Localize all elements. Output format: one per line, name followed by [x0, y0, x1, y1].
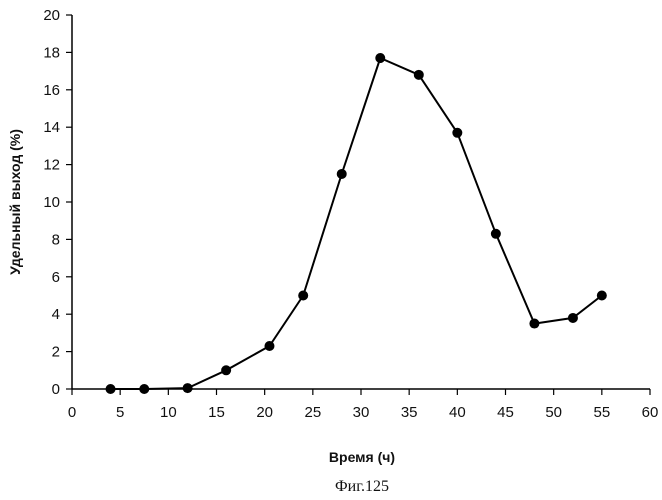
data-point [106, 384, 116, 394]
x-tick-label: 35 [401, 404, 418, 421]
x-tick-label: 5 [116, 404, 124, 421]
x-tick-label: 0 [68, 404, 76, 421]
y-tick-label: 14 [43, 119, 60, 136]
data-point [529, 319, 539, 329]
x-tick-label: 25 [304, 404, 321, 421]
x-tick-label: 45 [497, 404, 514, 421]
y-tick-label: 12 [43, 157, 60, 174]
data-point [375, 53, 385, 63]
x-axis-ticks: 0 5 10 15 20 25 30 35 40 45 50 55 60 [68, 389, 659, 421]
data-point [298, 291, 308, 301]
y-tick-label: 18 [43, 44, 60, 61]
x-tick-label: 30 [353, 404, 370, 421]
x-tick-label: 10 [160, 404, 177, 421]
data-point [337, 169, 347, 179]
x-tick-label: 40 [449, 404, 466, 421]
x-tick-label: 60 [642, 404, 659, 421]
data-point [568, 313, 578, 323]
data-point [597, 291, 607, 301]
y-tick-label: 4 [52, 306, 60, 323]
x-tick-label: 20 [256, 404, 273, 421]
x-axis-title: Время (ч) [329, 449, 395, 465]
y-axis-title: Удельный выход (%) [7, 129, 23, 275]
x-tick-label: 55 [593, 404, 610, 421]
data-point [183, 383, 193, 393]
data-point [139, 384, 149, 394]
y-tick-label: 10 [43, 194, 60, 211]
data-point [491, 229, 501, 239]
x-tick-label: 15 [208, 404, 225, 421]
y-tick-label: 0 [52, 381, 60, 398]
y-tick-label: 8 [52, 231, 60, 248]
x-tick-label: 50 [545, 404, 562, 421]
series [106, 53, 607, 394]
data-point [264, 341, 274, 351]
y-tick-label: 20 [43, 7, 60, 24]
y-tick-label: 16 [43, 82, 60, 99]
axes [72, 15, 650, 389]
series-line [111, 58, 602, 389]
data-point [452, 128, 462, 138]
figure-caption: Фиг.125 [335, 478, 389, 495]
data-point [414, 70, 424, 80]
y-tick-label: 6 [52, 269, 60, 286]
data-point [221, 365, 231, 375]
y-axis-ticks: 0 2 4 6 8 10 12 14 16 18 20 [43, 7, 72, 398]
y-tick-label: 2 [52, 344, 60, 361]
